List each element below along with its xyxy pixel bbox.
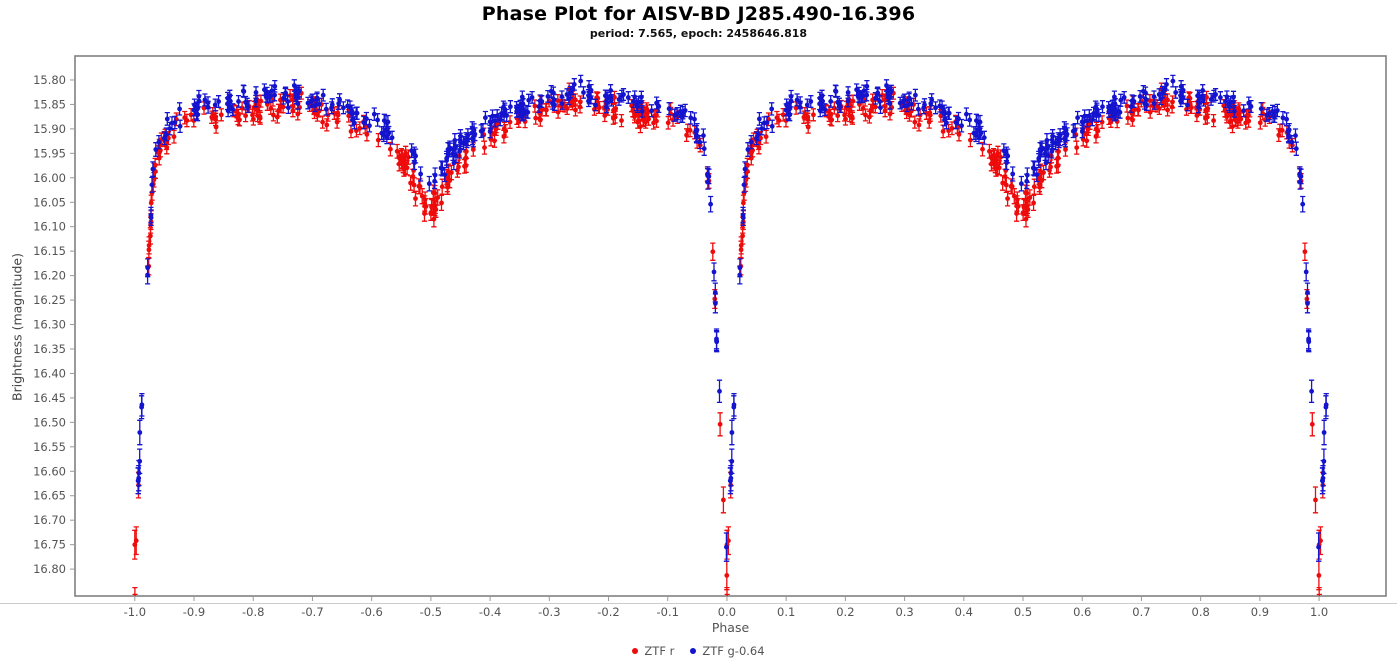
legend: ZTF r ZTF g-0.64 <box>0 644 1397 658</box>
legend-label-ztf-r: ZTF r <box>644 644 675 658</box>
svg-text:-1.0: -1.0 <box>124 605 146 619</box>
x-axis-tick-labels: -1.0 -0.9 -0.8 -0.7 -0.6 -0.5 -0.4 -0.3 -0.2 -0.1… <box>124 605 1329 619</box>
svg-text:-0.4: -0.4 <box>479 605 501 619</box>
ztf-r-marker-icon <box>632 648 639 654</box>
svg-text:-0.2: -0.2 <box>597 605 619 619</box>
legend-item-ztf-r: ZTF r <box>632 644 674 658</box>
series-ztf-r <box>132 82 1326 596</box>
svg-text:15.90: 15.90 <box>33 122 66 136</box>
svg-text:0.1: 0.1 <box>777 605 795 619</box>
svg-text:-0.9: -0.9 <box>183 605 205 619</box>
svg-text:16.80: 16.80 <box>33 562 66 576</box>
svg-text:16.30: 16.30 <box>33 318 66 332</box>
svg-text:0.4: 0.4 <box>955 605 973 619</box>
svg-text:-0.6: -0.6 <box>360 605 382 619</box>
svg-text:16.00: 16.00 <box>33 171 66 185</box>
svg-text:15.95: 15.95 <box>33 146 66 160</box>
x-axis-ticks <box>134 596 1320 601</box>
svg-text:16.60: 16.60 <box>33 464 66 478</box>
svg-text:16.75: 16.75 <box>33 538 66 552</box>
svg-text:0.5: 0.5 <box>1014 605 1032 619</box>
svg-text:16.10: 16.10 <box>33 220 66 234</box>
legend-item-ztf-g: ZTF g-0.64 <box>690 644 765 658</box>
svg-text:16.35: 16.35 <box>33 342 66 356</box>
chart-subtitle: period: 7.565, epoch: 2458646.818 <box>589 27 808 40</box>
y-axis-ticks <box>70 79 75 570</box>
svg-text:1.0: 1.0 <box>1310 605 1328 619</box>
svg-text:-0.3: -0.3 <box>538 605 560 619</box>
svg-text:0.6: 0.6 <box>1073 605 1091 619</box>
svg-text:16.45: 16.45 <box>33 391 66 405</box>
x-axis-label: Phase <box>711 620 750 635</box>
svg-text:-0.5: -0.5 <box>420 605 442 619</box>
svg-text:15.80: 15.80 <box>33 73 66 87</box>
svg-text:16.50: 16.50 <box>33 415 66 429</box>
svg-text:0.9: 0.9 <box>1251 605 1269 619</box>
svg-text:16.25: 16.25 <box>33 293 66 307</box>
svg-text:16.40: 16.40 <box>33 366 66 380</box>
svg-text:16.70: 16.70 <box>33 513 66 527</box>
svg-text:0.0: 0.0 <box>718 605 736 619</box>
legend-label-ztf-g: ZTF g-0.64 <box>702 644 765 658</box>
svg-text:16.65: 16.65 <box>33 489 66 503</box>
svg-text:0.2: 0.2 <box>836 605 854 619</box>
svg-text:16.20: 16.20 <box>33 269 66 283</box>
ztf-g-marker-icon <box>690 648 697 654</box>
svg-text:16.05: 16.05 <box>33 195 66 209</box>
svg-text:-0.1: -0.1 <box>657 605 679 619</box>
series-ztf-g-0-64 <box>135 74 1329 562</box>
svg-text:0.3: 0.3 <box>895 605 913 619</box>
svg-text:15.85: 15.85 <box>33 97 66 111</box>
svg-text:16.15: 16.15 <box>33 244 66 258</box>
svg-text:0.8: 0.8 <box>1192 605 1210 619</box>
chart-title: Phase Plot for AISV-BD J285.490-16.396 <box>481 3 916 25</box>
svg-text:16.55: 16.55 <box>33 440 66 454</box>
svg-text:-0.8: -0.8 <box>242 605 264 619</box>
plot-border <box>74 55 1387 597</box>
y-axis-label: Brightness (magnitude) <box>9 253 25 401</box>
svg-text:0.7: 0.7 <box>1132 605 1150 619</box>
svg-text:-0.7: -0.7 <box>301 605 323 619</box>
y-axis-tick-labels: 15.80 15.85 15.90 15.95 16.00 16.05 16.10 16.15… <box>33 73 66 576</box>
